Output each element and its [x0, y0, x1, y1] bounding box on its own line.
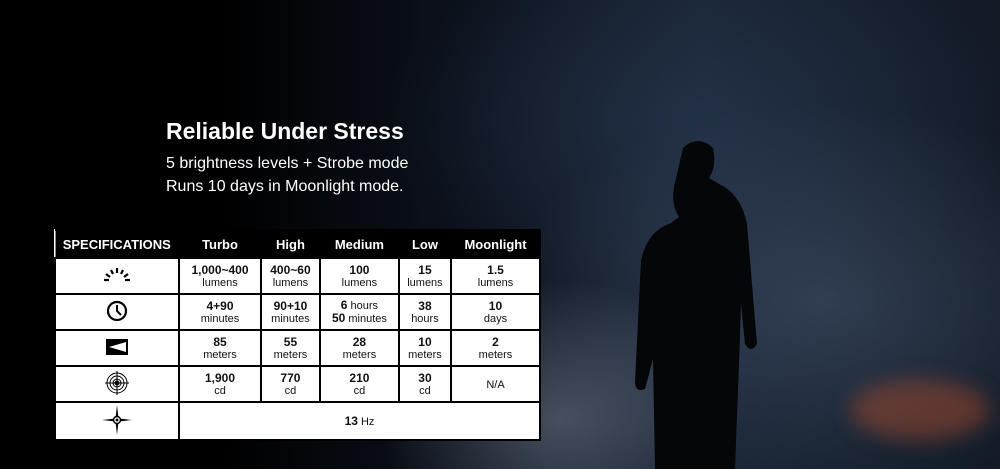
strobe-cell: 13 Hz — [178, 401, 541, 441]
table-row: 1,900 cd 770 cd 210 cd 30 cd N/A — [54, 365, 542, 403]
specifications-table: SPECIFICATIONS Turbo High Medium Low Moonligh… — [54, 229, 542, 441]
headline: Reliable Under Stress — [166, 118, 404, 144]
clock-icon — [106, 300, 128, 325]
spec-cell: 38 hours — [397, 293, 452, 331]
spec-cell: 100 lumens — [318, 257, 400, 295]
strobe-icon — [102, 404, 132, 438]
spec-cell: 85 meters — [177, 329, 263, 367]
spec-cell: 10 days — [449, 293, 542, 331]
table-row: 4+90 minutes 90+10 minutes 6 hours 50 minutes… — [54, 293, 542, 331]
spec-cell: 2 meters — [449, 329, 542, 367]
spec-cell: 400~60 lumens — [260, 257, 321, 295]
table-row: 85 meters 55 meters 28 meters 10 meters 2 meters — [54, 329, 542, 367]
spec-cell: 10 meters — [397, 329, 452, 367]
spec-cell: 15 lumens — [397, 257, 452, 295]
spec-cell: 1,000~400 lumens — [177, 257, 263, 295]
spec-cell: 210 cd — [318, 365, 400, 403]
spec-cell: 4+90 minutes — [177, 293, 263, 331]
spec-cell: 30 cd — [397, 365, 452, 403]
spec-cell: 6 hours 50 minutes — [318, 293, 400, 331]
strobe-row: 13 Hz — [54, 401, 541, 441]
column-header: Moonlight — [450, 229, 542, 259]
beam-distance-icon — [106, 338, 128, 358]
column-header: High — [260, 229, 321, 259]
subtitle-line-2: Runs 10 days in Moonlight mode. — [166, 178, 404, 195]
column-header: Medium — [319, 229, 400, 259]
subtitle-line-1: 5 brightness levels + Strobe mode — [166, 155, 409, 172]
intensity-icon — [105, 370, 129, 398]
ember-glow — [850, 380, 990, 440]
brightness-icon — [102, 267, 132, 286]
spec-cell: 770 cd — [260, 365, 321, 403]
person-silhouette — [635, 141, 757, 469]
table-row: 1,000~400 lumens 400~60 lumens 100 lumens 15 lu… — [54, 257, 542, 295]
spec-cell: 28 meters — [318, 329, 400, 367]
spec-cell: N/A — [449, 365, 542, 403]
spec-cell: 55 meters — [260, 329, 321, 367]
specifications-header: SPECIFICATIONS — [54, 229, 180, 259]
column-header: Turbo — [178, 229, 263, 259]
column-header: Low — [398, 229, 452, 259]
spec-cell: 90+10 minutes — [260, 293, 321, 331]
spec-cell: 1,900 cd — [177, 365, 263, 403]
spec-cell: 1.5 lumens — [449, 257, 542, 295]
